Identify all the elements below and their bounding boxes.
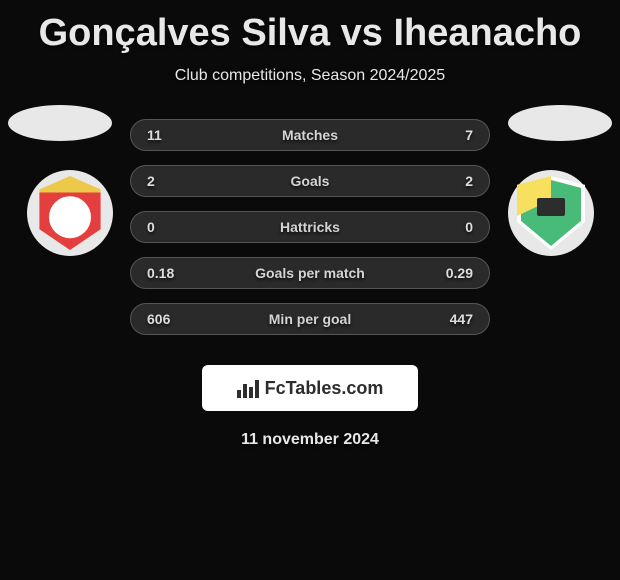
branding-badge: FcTables.com <box>202 365 418 411</box>
chart-bar <box>249 387 253 398</box>
page-title: Gonçalves Silva vs Iheanacho <box>0 0 620 55</box>
stat-label: Min per goal <box>269 311 351 327</box>
stat-right-value: 2 <box>465 173 473 189</box>
badge-castle-icon <box>537 198 565 216</box>
stat-right-value: 7 <box>465 127 473 143</box>
stat-left-value: 0.18 <box>147 265 174 281</box>
subtitle: Club competitions, Season 2024/2025 <box>0 67 620 85</box>
stat-row-goals-per-match: 0.18 Goals per match 0.29 <box>130 257 490 289</box>
stat-label: Goals <box>291 173 330 189</box>
stat-row-hattricks: 0 Hattricks 0 <box>130 211 490 243</box>
player-avatar-left <box>8 105 112 141</box>
stat-left-value: 11 <box>147 127 162 143</box>
badge-shield-right-wrap <box>517 176 585 250</box>
player-avatar-right <box>508 105 612 141</box>
stat-right-value: 447 <box>450 311 473 327</box>
stat-label: Hattricks <box>280 219 340 235</box>
chart-bar <box>243 384 247 398</box>
date-text: 11 november 2024 <box>241 431 379 449</box>
stat-row-min-per-goal: 606 Min per goal 447 <box>130 303 490 335</box>
branding-text: FcTables.com <box>265 378 384 399</box>
stat-left-value: 2 <box>147 173 155 189</box>
badge-shield-left <box>36 176 104 250</box>
stat-left-value: 0 <box>147 219 155 235</box>
stat-right-value: 0.29 <box>446 265 473 281</box>
stat-right-value: 0 <box>465 219 473 235</box>
stat-row-matches: 11 Matches 7 <box>130 119 490 151</box>
club-badge-right <box>508 170 594 256</box>
stat-left-value: 606 <box>147 311 170 327</box>
chart-icon <box>237 378 259 398</box>
stat-label: Goals per match <box>255 265 365 281</box>
chart-bar <box>237 390 241 398</box>
club-badge-left <box>27 170 113 256</box>
stats-container: 11 Matches 7 2 Goals 2 0 Hattricks 0 0.1… <box>130 119 490 349</box>
stat-label: Matches <box>282 127 338 143</box>
stat-row-goals: 2 Goals 2 <box>130 165 490 197</box>
chart-bar <box>255 380 259 398</box>
